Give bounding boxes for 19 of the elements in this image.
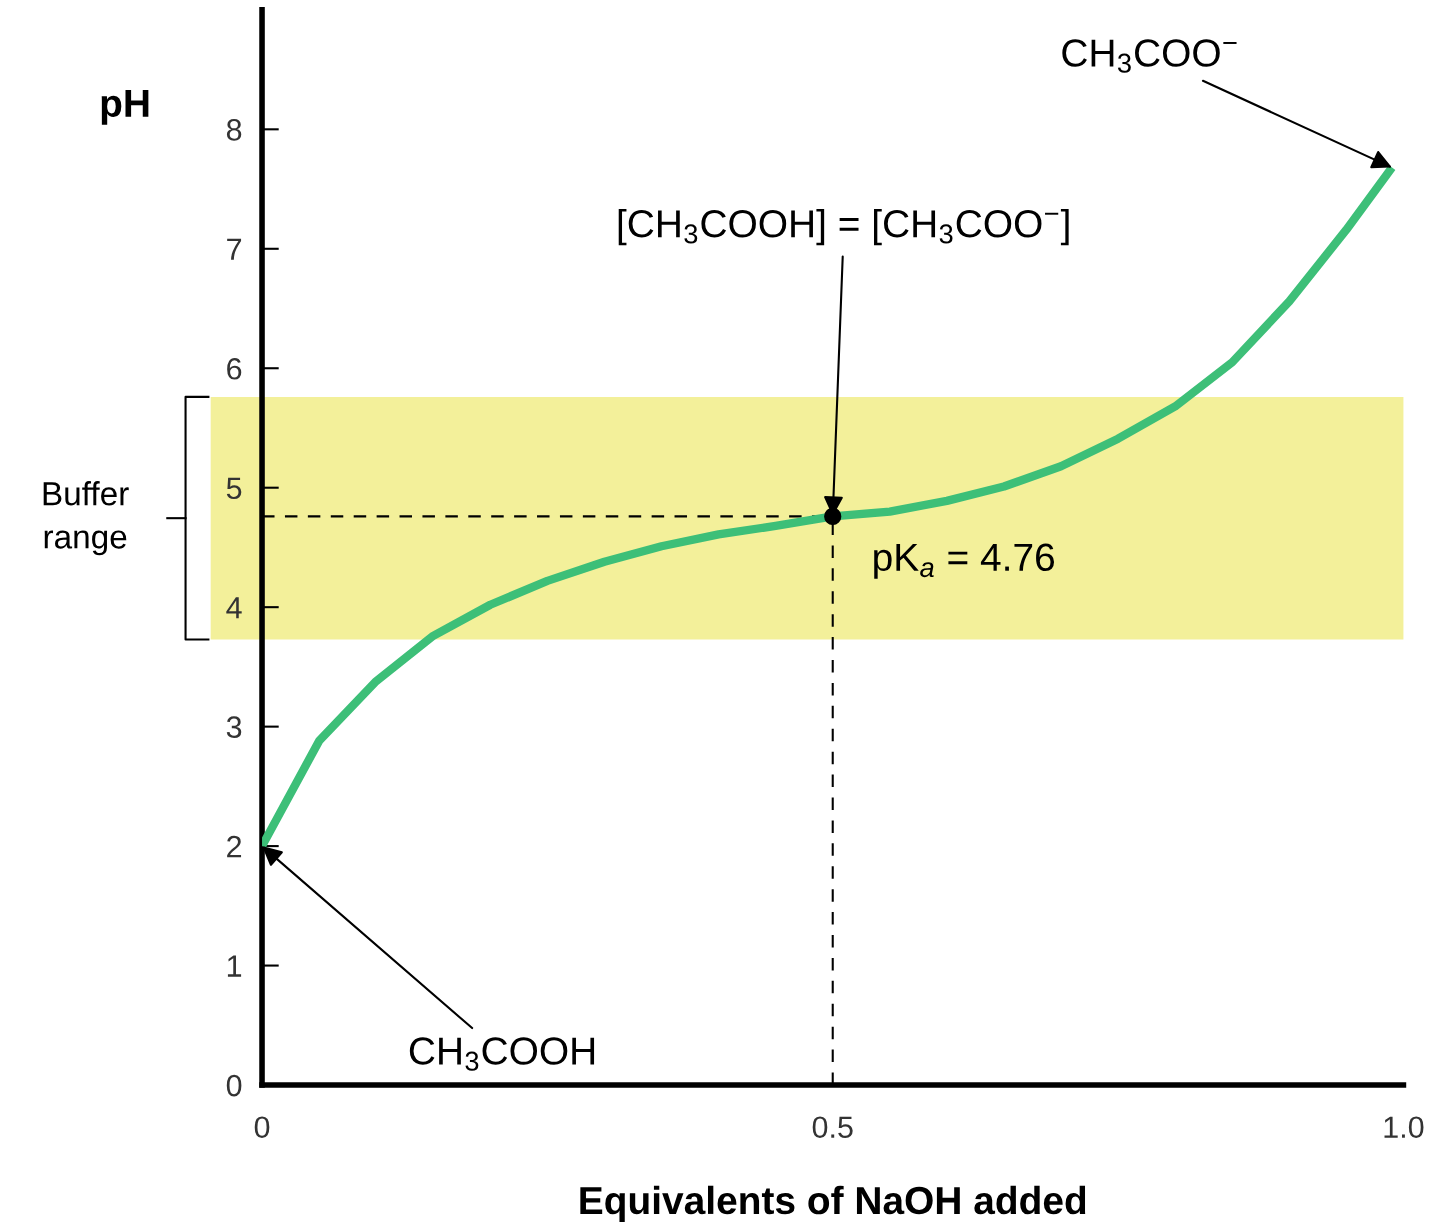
- y-axis-title: pH: [101, 89, 149, 125]
- x-tick-label: 0: [254, 1116, 270, 1139]
- x-tick-label: 0.5: [812, 1116, 853, 1139]
- annotation: CH$_{3}$COOH: [409, 1037, 595, 1071]
- band-label: Buffer range: [43, 481, 129, 556]
- annotation: pK$_{a}$ = 4.76: [874, 543, 1055, 579]
- x-axis-title: Equivalents of NaOH added: [580, 1185, 1086, 1222]
- y-tick-label: 0: [226, 1074, 242, 1097]
- y-tick-label: 4: [226, 597, 242, 619]
- y-tick-label: 3: [226, 716, 242, 739]
- y-tick-label: 2: [227, 835, 242, 858]
- x-tick-label: 1.0: [1384, 1116, 1424, 1139]
- annotation: [CH$_{3}$COOH] = [CH$_{3}$COO$^{−}$]: [618, 208, 1069, 246]
- y-tick-label: 1: [227, 955, 242, 977]
- annotation: CH$_{3}$COO$^{−}$: [1062, 39, 1237, 73]
- y-tick-label: 6: [227, 357, 242, 380]
- y-tick-label: 7: [227, 238, 242, 260]
- y-tick-label: 5: [226, 477, 242, 500]
- y-tick-label: 8: [226, 119, 242, 141]
